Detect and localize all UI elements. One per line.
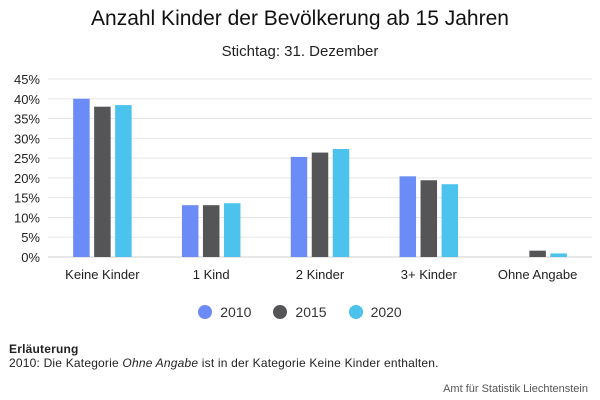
- bar-2010: [181, 205, 199, 257]
- bar-2020: [441, 184, 459, 257]
- y-tick-label: 10%: [14, 210, 40, 225]
- y-tick-label: 40%: [14, 92, 40, 107]
- y-tick-label: 25%: [14, 151, 40, 166]
- legend-item[interactable]: 2020: [348, 304, 402, 320]
- note-text: 2010: Die Kategorie Ohne Angabe ist in d…: [9, 356, 439, 370]
- bar-2015: [202, 205, 220, 257]
- y-tick-label: 30%: [14, 131, 40, 146]
- note-text-emphasis: Ohne Angabe: [122, 356, 199, 370]
- bar-chart: 0% 5% 10% 15% 20% 25% 30% 35% 40% 45% Keine Kinder…: [14, 72, 592, 282]
- legend-swatch: [273, 305, 288, 319]
- bar-2015: [420, 180, 438, 257]
- legend-swatch: [348, 305, 363, 319]
- legend-item[interactable]: 2015: [273, 304, 327, 320]
- y-tick-label: 15%: [14, 191, 40, 206]
- bar-2010: [399, 176, 417, 257]
- x-tick-label: Ohne Angabe: [498, 267, 578, 282]
- source-credit: Amt für Statistik Liechtenstein: [443, 383, 588, 395]
- legend: 2010 2015 2020: [0, 301, 600, 323]
- x-tick-label: 3+ Kinder: [401, 267, 458, 282]
- note-heading: Erläuterung: [9, 342, 79, 356]
- y-tick-label: 45%: [14, 72, 40, 87]
- bar-2015: [529, 250, 546, 257]
- bar-2020: [115, 105, 132, 258]
- y-tick-label: 20%: [14, 171, 40, 186]
- x-tick-label: Keine Kinder: [65, 267, 140, 282]
- bar-2020: [223, 203, 241, 257]
- bar-2015: [311, 152, 329, 257]
- chart-title: Anzahl Kinder der Bevölkerung ab 15 Jahr…: [91, 7, 509, 30]
- note-text-before: 2010: Die Kategorie: [9, 356, 123, 370]
- y-tick-label: 5%: [21, 230, 40, 245]
- x-tick-label: 1 Kind: [193, 267, 230, 282]
- bar-2020: [550, 253, 567, 257]
- legend-label: 2015: [295, 304, 327, 320]
- legend-label: 2020: [370, 304, 402, 320]
- note-text-after: ist in der Kategorie Keine Kinder enthal…: [198, 356, 439, 370]
- y-tick-label: 0%: [21, 250, 40, 265]
- bar-2020: [332, 149, 350, 257]
- x-tick-label: 2 Kinder: [296, 267, 345, 282]
- bar-2010: [73, 98, 90, 258]
- chart-subtitle: Stichtag: 31. Dezember: [221, 43, 379, 60]
- bar-2010: [290, 156, 308, 257]
- y-tick-label: 35%: [14, 112, 40, 127]
- bar-2015: [94, 106, 111, 257]
- legend-item[interactable]: 2010: [198, 304, 251, 320]
- legend-swatch: [198, 305, 213, 319]
- legend-label: 2010: [220, 304, 252, 320]
